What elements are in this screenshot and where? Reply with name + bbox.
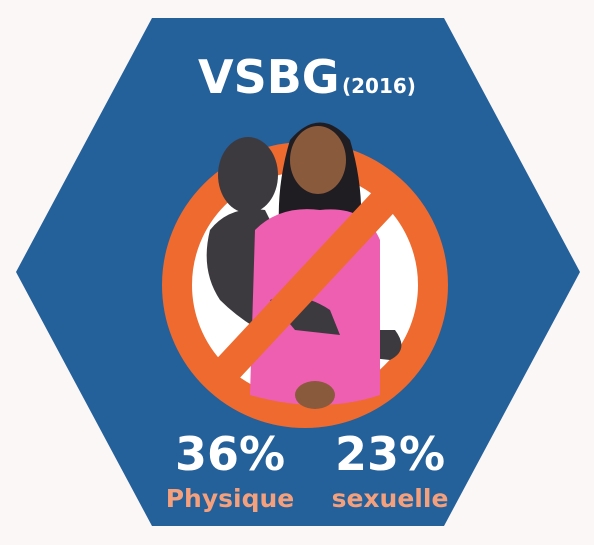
stat-figure: 36% [175,427,285,481]
infographic: VSBG (2016) 36% 23% Physique sexuelle [0,0,594,545]
face [290,126,346,194]
title: VSBG [198,50,340,104]
hands [295,381,335,409]
stat-label: sexuelle [332,484,449,513]
stat-label: Physique [166,484,295,513]
shadow-head [218,137,278,213]
year: (2016) [342,74,416,98]
stat-figure: 23% [335,427,445,481]
